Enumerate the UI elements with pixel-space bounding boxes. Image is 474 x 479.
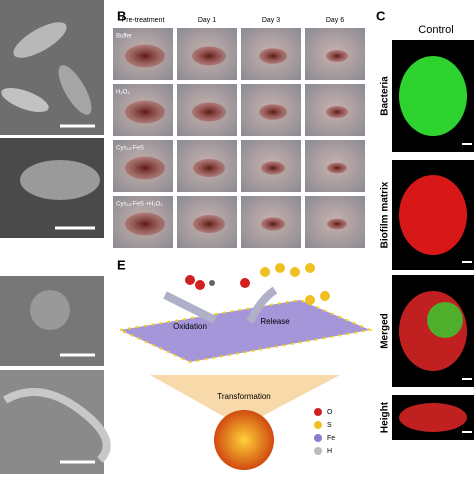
wound: [259, 48, 287, 64]
row-label: Height: [380, 401, 391, 433]
wound: [261, 161, 285, 175]
step-label: Release: [260, 317, 290, 326]
legend-label: Fe: [327, 435, 335, 442]
legend-label: S: [327, 422, 332, 429]
wound: [125, 156, 165, 180]
step-label: Transformation: [217, 392, 271, 401]
wound: [326, 106, 348, 118]
legend-swatch: [314, 408, 322, 416]
wound: [192, 102, 226, 122]
legend-swatch: [314, 421, 322, 429]
row-label: Cys₁₈-FeS: [116, 146, 144, 152]
legend-label: H: [327, 448, 332, 455]
panel-c: C Control Bacteria Biofilm matrix Merged He…: [376, 8, 474, 440]
wound: [193, 159, 225, 177]
wound: [327, 218, 347, 230]
wound: [125, 44, 165, 68]
column-label: Day 3: [262, 17, 280, 24]
legend-swatch: [314, 434, 322, 442]
wound: [192, 46, 226, 66]
legend-label: O: [327, 409, 333, 416]
legend: OS Fe H: [314, 408, 335, 455]
column-label: Day 6: [326, 17, 344, 24]
column-label: Day 1: [198, 17, 216, 24]
panel-b: B Pre-treatment Day 1 Day 3 Day 6 Buffer H₂O₂…: [113, 8, 365, 248]
wound: [261, 217, 285, 231]
panel-label: C: [376, 8, 386, 23]
panel-label: E: [117, 257, 126, 272]
row-label: Buffer: [116, 34, 132, 40]
wound: [326, 50, 348, 62]
confocal-signal: [399, 403, 467, 432]
confocal-signal: [427, 302, 463, 338]
row-label: Cys₁₈-FeS +H₂O₂: [116, 202, 163, 208]
wound: [125, 100, 165, 124]
step-label: Oxidation: [173, 322, 207, 331]
row-label: Biofilm matrix: [380, 181, 391, 248]
panel-e: E Oxidation Release Transformation OS Fe H: [116, 257, 374, 470]
panel-label: B: [117, 8, 126, 23]
wound: [193, 215, 225, 233]
column-label: Pre-treatment: [122, 17, 165, 24]
panel-title: Control: [418, 24, 453, 36]
wound: [125, 212, 165, 236]
wound: [259, 104, 287, 120]
legend-swatch: [314, 447, 322, 455]
confocal-signal: [399, 175, 467, 255]
sem-images: [0, 0, 111, 474]
row-label: H₂O₂: [116, 90, 130, 96]
wound: [327, 162, 347, 174]
row-label: Merged: [380, 313, 391, 349]
confocal-signal: [399, 56, 467, 136]
row-label: Bacteria: [380, 76, 391, 116]
